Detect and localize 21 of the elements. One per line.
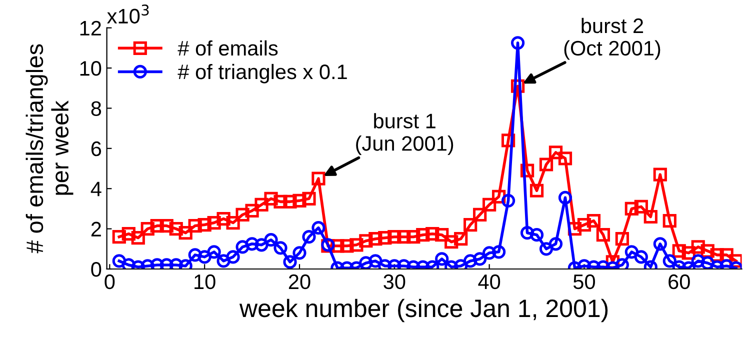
y-tick-label: 0 [91,262,102,277]
text: x10$^{3}$ [107,4,149,24]
y-tick-label: 12 [80,20,101,36]
x-axis-title: week number (since Jan 1, 2001) [239,298,608,322]
x-tick-label: 50 [573,274,595,290]
x-tick-label: 0 [104,274,115,290]
y-tick-label: 8 [91,101,102,116]
x-tick-label: 40 [478,274,500,290]
y-tick-label: 4 [90,182,102,196]
y-tick-label: 6 [91,141,102,156]
annotation: burst 2 (Oct 2001) [564,18,660,60]
legend-label: # of emails [178,40,278,56]
y-axis-title: # of emails/triangles per week [26,44,74,254]
annotation: burst 1 (Jun 2001) [356,113,454,155]
y-tick-label: 10 [80,61,102,76]
y-tick-label: 2 [91,222,101,236]
x-tick-label: 10 [194,274,216,290]
legend-label: # of triangles x 0.1 [178,64,347,84]
x-tick-label: 30 [384,274,406,290]
x-tick-label: 60 [668,274,690,290]
x-tick-label: 20 [288,274,310,290]
